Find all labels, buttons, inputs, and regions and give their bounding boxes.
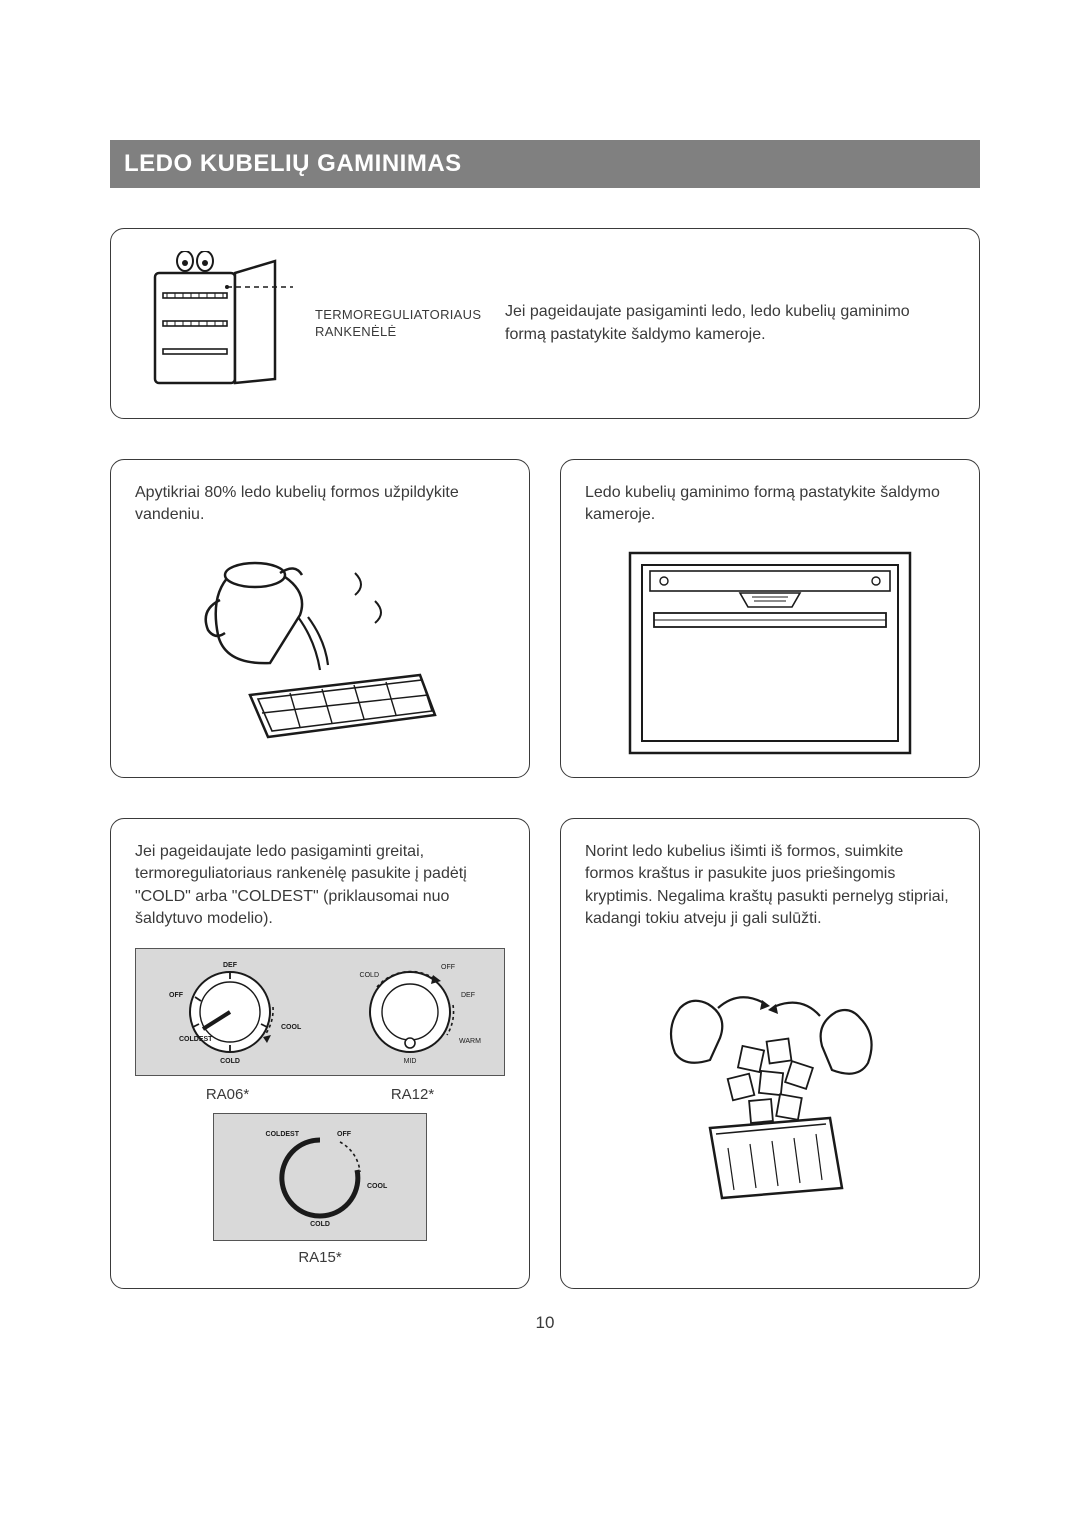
svg-text:DEF: DEF — [461, 992, 475, 999]
twist-tray-icon — [650, 968, 890, 1208]
svg-text:OFF: OFF — [337, 1131, 352, 1138]
dial-row-bottom: COLDEST OFF COOL COLD — [213, 1113, 428, 1241]
dial-label: DEF — [223, 962, 238, 969]
step1-illustration — [135, 545, 505, 755]
svg-text:MID: MID — [404, 1058, 417, 1065]
pour-water-icon — [190, 545, 450, 755]
step4-illustration — [585, 948, 955, 1228]
dial-ra12-icon: COLD OFF DEF WARM MID — [335, 957, 485, 1067]
svg-text:COLD: COLD — [310, 1221, 330, 1228]
section-title: LEDO KUBELIŲ GAMINIMAS — [124, 150, 462, 177]
step4-text: Norint ledo kubelius išimti iš formos, s… — [585, 841, 955, 931]
steps-row-1: Apytikriai 80% ledo kubelių formos užpil… — [110, 459, 980, 778]
svg-text:COOL: COOL — [281, 1024, 302, 1031]
manual-page: LEDO KUBELIŲ GAMINIMAS — [0, 0, 1080, 1393]
dial-ra15-icon: COLDEST OFF COOL COLD — [245, 1122, 395, 1232]
step1-panel: Apytikriai 80% ledo kubelių formos užpil… — [110, 459, 530, 778]
svg-text:OFF: OFF — [169, 992, 184, 999]
step2-panel: Ledo kubelių gaminimo formą pastatykite … — [560, 459, 980, 778]
step3-panel: Jei pageidaujate ledo pasigaminti greita… — [110, 818, 530, 1290]
thermostat-callout-label: TERMOREGULIATORIAUS RANKENĖLĖ — [315, 307, 485, 341]
svg-text:COOL: COOL — [367, 1183, 388, 1190]
step2-illustration — [585, 545, 955, 755]
dial-ra06-icon: DEF OFF COLDEST COLD COOL — [155, 957, 305, 1067]
step2-text: Ledo kubelių gaminimo formą pastatykite … — [585, 482, 955, 527]
dial-row-top: DEF OFF COLDEST COLD COOL COLD OFF DEF — [135, 948, 505, 1076]
step1-text: Apytikriai 80% ledo kubelių formos užpil… — [135, 482, 505, 527]
fridge-cartoon-icon — [135, 251, 295, 391]
dial1-model: RA06* — [206, 1086, 249, 1103]
intro-text: Jei pageidaujate pasigaminti ledo, ledo … — [505, 301, 955, 346]
callout-text: TERMOREGULIATORIAUS RANKENĖLĖ — [315, 307, 481, 339]
step3-text: Jei pageidaujate ledo pasigaminti greita… — [135, 841, 505, 931]
svg-text:WARM: WARM — [459, 1038, 481, 1045]
section-title-bar: LEDO KUBELIŲ GAMINIMAS — [110, 140, 980, 188]
fridge-character-illustration — [135, 251, 295, 396]
dial2-model: RA12* — [391, 1086, 434, 1103]
svg-text:OFF: OFF — [441, 964, 455, 971]
dial-captions: RA06* RA12* — [135, 1086, 505, 1103]
svg-text:COLDEST: COLDEST — [179, 1036, 213, 1043]
step4-panel: Norint ledo kubelius išimti iš formos, s… — [560, 818, 980, 1290]
svg-text:COLD: COLD — [360, 972, 379, 979]
dial3-model: RA15* — [135, 1249, 505, 1266]
svg-text:COLDEST: COLDEST — [266, 1131, 300, 1138]
steps-row-2: Jei pageidaujate ledo pasigaminti greita… — [110, 818, 980, 1290]
intro-panel: TERMOREGULIATORIAUS RANKENĖLĖ Jei pageid… — [110, 228, 980, 419]
freezer-compartment-icon — [620, 545, 920, 755]
page-number: 10 — [110, 1313, 980, 1333]
svg-text:COLD: COLD — [220, 1058, 240, 1065]
